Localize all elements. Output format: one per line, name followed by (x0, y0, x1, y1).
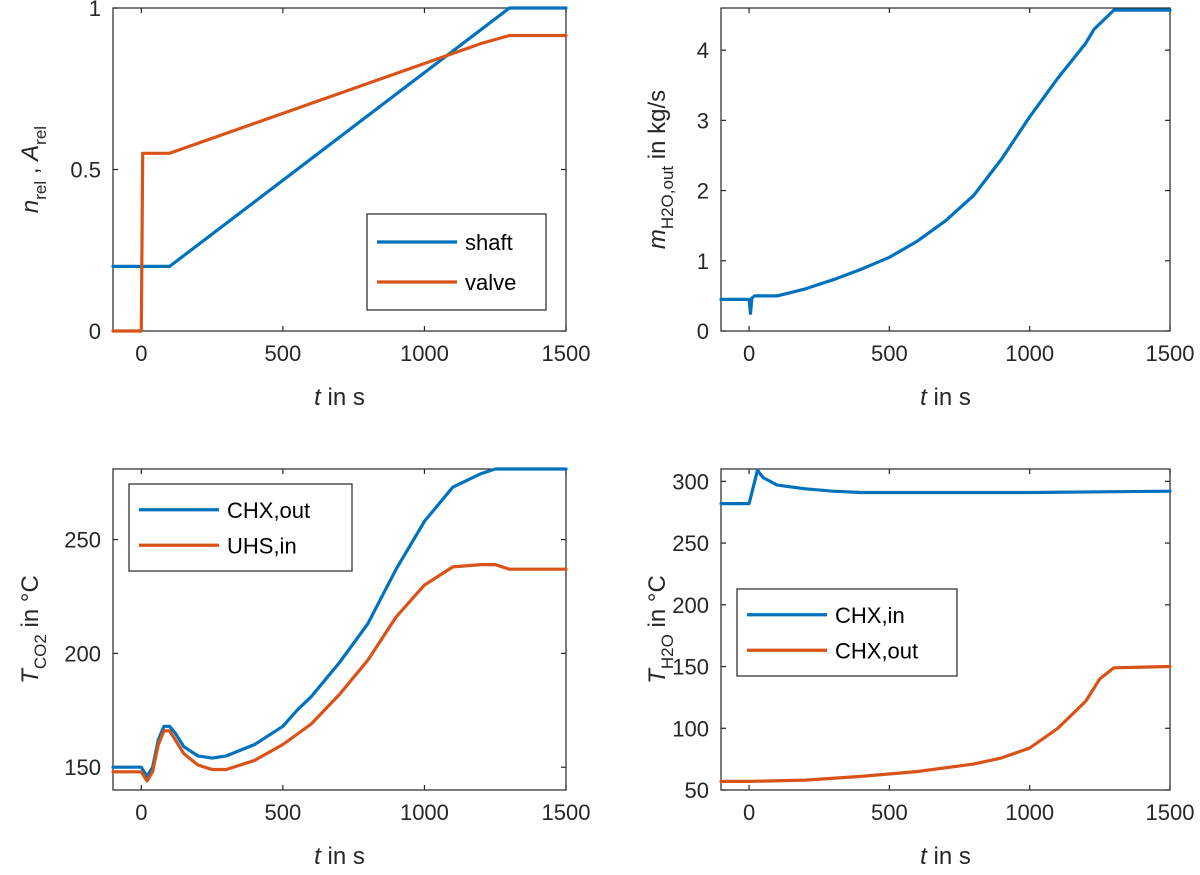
legend: CHX,in CHX,out (736, 588, 958, 677)
x-tick-label: 0 (135, 341, 147, 366)
x-axis-label: t in s (920, 384, 971, 411)
x-axis-label: t in s (314, 384, 365, 411)
plot-area (720, 7, 1171, 332)
chart-p1: 0 500 1000 1500 0 0.5 1 t in s nrel , Arel shaft v… (17, 0, 590, 411)
x-axis-label: t in s (920, 843, 971, 870)
y-tick-label: 300 (672, 469, 709, 494)
y-tick-label: 250 (64, 528, 101, 553)
legend-box (736, 588, 958, 677)
legend-label: valve (465, 270, 516, 295)
y-tick-label: 200 (64, 641, 101, 666)
y-tick-label: 150 (64, 755, 101, 780)
chart-p4: 0 500 1000 1500 50 100 150 200 250 300 t in s TH2O … (644, 468, 1195, 870)
x-tick-label: 1500 (1146, 800, 1195, 825)
series-line-chx-in (719, 468, 1172, 506)
x-axis-label: t in s (314, 843, 365, 870)
legend-label: CHX,in (835, 603, 905, 628)
y-tick-label: 100 (672, 716, 709, 741)
series-line-uhs-in (111, 563, 568, 783)
y-tick-label: 200 (672, 593, 709, 618)
y-axis-label: nrel , Arel (17, 126, 50, 213)
x-tick-label: 1000 (1005, 800, 1054, 825)
y-tick-label: 150 (672, 655, 709, 680)
series-line-valve (111, 33, 568, 333)
legend-label: CHX,out (835, 638, 918, 663)
legend-box (366, 213, 547, 311)
series-line-mass-flow (719, 8, 1172, 315)
x-tick-label: 500 (871, 341, 908, 366)
y-tick-label: 4 (697, 38, 709, 63)
legend: CHX,out UHS,in (128, 483, 353, 572)
y-tick-label: 2 (697, 179, 709, 204)
legend-label: UHS,in (227, 533, 297, 558)
chart-p2: 0 500 1000 1500 0 1 2 3 4 t in s mH2O,out in kg/s (644, 7, 1195, 411)
x-tick-label: 1000 (400, 341, 449, 366)
y-tick-label: 1 (89, 0, 101, 21)
x-tick-label: 500 (265, 800, 302, 825)
legend-label: CHX,out (227, 498, 310, 523)
y-tick-label: 0.5 (70, 158, 101, 183)
y-axis-label: TCO2 in °C (17, 575, 50, 684)
x-tick-label: 1500 (542, 341, 591, 366)
x-tick-label: 500 (871, 800, 908, 825)
x-tick-label: 0 (743, 800, 755, 825)
y-tick-label: 50 (685, 778, 709, 803)
series-line-chx-out (719, 664, 1172, 783)
x-tick-label: 1500 (542, 800, 591, 825)
y-tick-label: 250 (672, 531, 709, 556)
y-tick-label: 0 (697, 319, 709, 344)
x-tick-label: 1500 (1146, 341, 1195, 366)
x-tick-label: 0 (743, 341, 755, 366)
x-tick-label: 1000 (400, 800, 449, 825)
y-axis-label: TH2O in °C (644, 575, 677, 684)
legend-label: shaft (465, 230, 513, 255)
legend: shaft valve (366, 213, 547, 311)
chart-p3: 0 500 1000 1500 150 200 250 t in s TCO2 in °C CHX… (17, 467, 591, 870)
x-tick-label: 0 (135, 800, 147, 825)
y-tick-label: 1 (697, 249, 709, 274)
y-axis-label: mH2O,out in kg/s (644, 90, 677, 249)
x-tick-label: 500 (265, 341, 302, 366)
y-tick-label: 0 (89, 319, 101, 344)
legend-box (128, 483, 353, 572)
x-tick-label: 1000 (1005, 341, 1054, 366)
y-tick-label: 3 (697, 108, 709, 133)
